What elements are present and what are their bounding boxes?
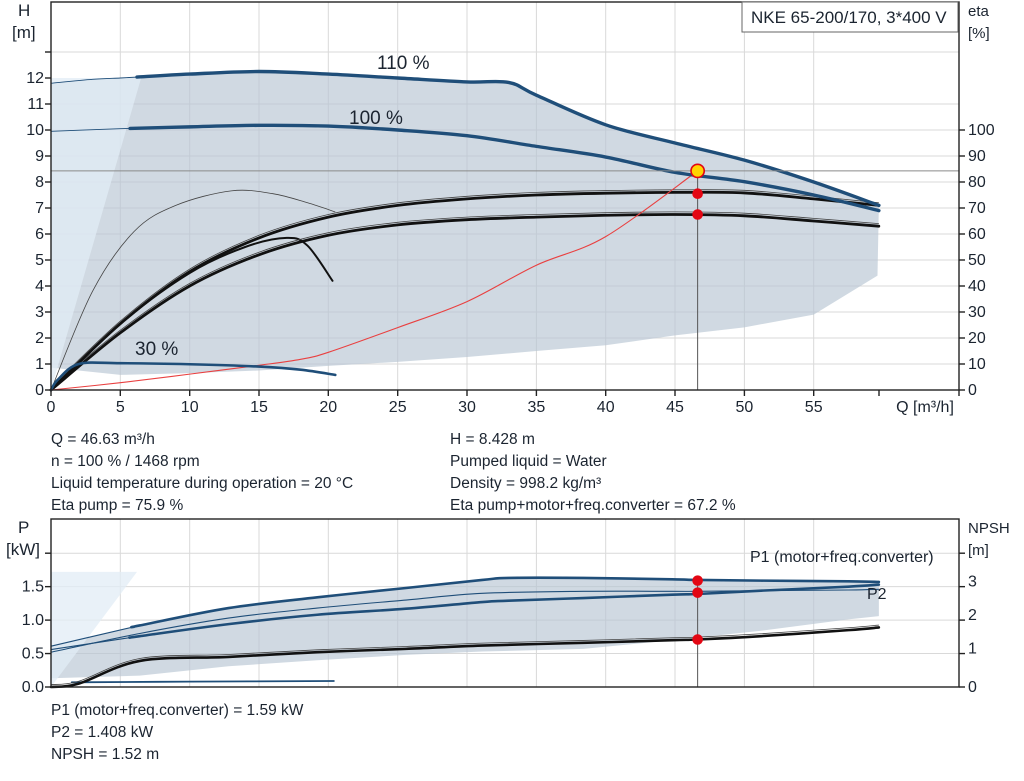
svg-text:20: 20 (319, 399, 337, 416)
svg-text:30 %: 30 % (135, 339, 178, 360)
svg-text:1.0: 1.0 (22, 612, 44, 629)
svg-text:NPSH = 1.52 m: NPSH = 1.52 m (51, 746, 159, 763)
svg-text:45: 45 (666, 399, 684, 416)
svg-text:P1 (motor+freq.converter): P1 (motor+freq.converter) (750, 549, 934, 566)
svg-text:P2 = 1.408 kW: P2 = 1.408 kW (51, 724, 153, 741)
svg-text:[%]: [%] (968, 25, 990, 42)
svg-text:30: 30 (968, 304, 986, 321)
svg-text:5: 5 (35, 252, 44, 269)
svg-text:2: 2 (35, 330, 44, 347)
svg-text:NKE 65-200/170, 3*400 V: NKE 65-200/170, 3*400 V (751, 8, 947, 27)
svg-text:1.5: 1.5 (22, 579, 44, 596)
svg-text:12: 12 (26, 70, 44, 87)
svg-text:7: 7 (35, 200, 44, 217)
svg-text:15: 15 (250, 399, 268, 416)
svg-text:70: 70 (968, 200, 986, 217)
svg-text:eta: eta (968, 3, 990, 20)
svg-text:50: 50 (736, 399, 754, 416)
svg-text:50: 50 (968, 252, 986, 269)
svg-text:40: 40 (968, 278, 986, 295)
svg-text:5: 5 (116, 399, 125, 416)
svg-text:0: 0 (968, 679, 977, 696)
svg-text:Pumped liquid = Water: Pumped liquid = Water (450, 453, 607, 470)
svg-text:P2: P2 (867, 586, 887, 603)
svg-text:Eta pump+motor+freq.converter: Eta pump+motor+freq.converter = 67.2 % (450, 497, 736, 514)
svg-text:2: 2 (968, 607, 977, 624)
svg-text:Eta pump = 75.9 %: Eta pump = 75.9 % (51, 497, 183, 514)
svg-text:0.0: 0.0 (22, 679, 44, 696)
svg-text:Density = 998.2 kg/m³: Density = 998.2 kg/m³ (450, 475, 601, 492)
svg-text:80: 80 (968, 174, 986, 191)
svg-text:4: 4 (35, 278, 44, 295)
svg-text:0: 0 (35, 382, 44, 399)
svg-text:100: 100 (968, 122, 995, 139)
svg-text:H: H (18, 1, 30, 20)
svg-text:0.5: 0.5 (22, 646, 44, 663)
svg-text:25: 25 (389, 399, 407, 416)
svg-text:9: 9 (35, 148, 44, 165)
svg-text:55: 55 (805, 399, 823, 416)
svg-text:0: 0 (47, 399, 56, 416)
svg-text:n = 100 % / 1468 rpm: n = 100 % / 1468 rpm (51, 453, 200, 470)
svg-text:[kW]: [kW] (6, 540, 40, 559)
svg-text:35: 35 (528, 399, 546, 416)
svg-text:90: 90 (968, 148, 986, 165)
svg-text:0: 0 (968, 382, 977, 399)
svg-text:20: 20 (968, 330, 986, 347)
svg-text:1: 1 (968, 641, 977, 658)
svg-text:3: 3 (968, 574, 977, 591)
svg-text:Q [m³/h]: Q [m³/h] (896, 399, 954, 416)
svg-text:6: 6 (35, 226, 44, 243)
svg-text:H = 8.428 m: H = 8.428 m (450, 431, 535, 448)
svg-text:60: 60 (968, 226, 986, 243)
svg-text:[m]: [m] (968, 542, 989, 559)
svg-text:10: 10 (968, 356, 986, 373)
svg-text:Q = 46.63 m³/h: Q = 46.63 m³/h (51, 431, 155, 448)
svg-text:110 %: 110 % (377, 53, 430, 74)
svg-text:40: 40 (597, 399, 615, 416)
svg-text:100 %: 100 % (349, 108, 403, 129)
svg-text:3: 3 (35, 304, 44, 321)
svg-text:P1 (motor+freq.converter) = 1.: P1 (motor+freq.converter) = 1.59 kW (51, 702, 304, 719)
svg-text:[m]: [m] (12, 23, 36, 42)
svg-text:11: 11 (27, 96, 44, 113)
svg-text:1: 1 (35, 356, 44, 373)
svg-text:10: 10 (181, 399, 199, 416)
svg-text:NPSH: NPSH (968, 520, 1010, 537)
svg-text:P: P (18, 518, 29, 537)
svg-text:Liquid temperature during oper: Liquid temperature during operation = 20… (51, 475, 353, 492)
svg-text:30: 30 (458, 399, 476, 416)
svg-text:10: 10 (26, 122, 44, 139)
svg-text:8: 8 (35, 174, 44, 191)
